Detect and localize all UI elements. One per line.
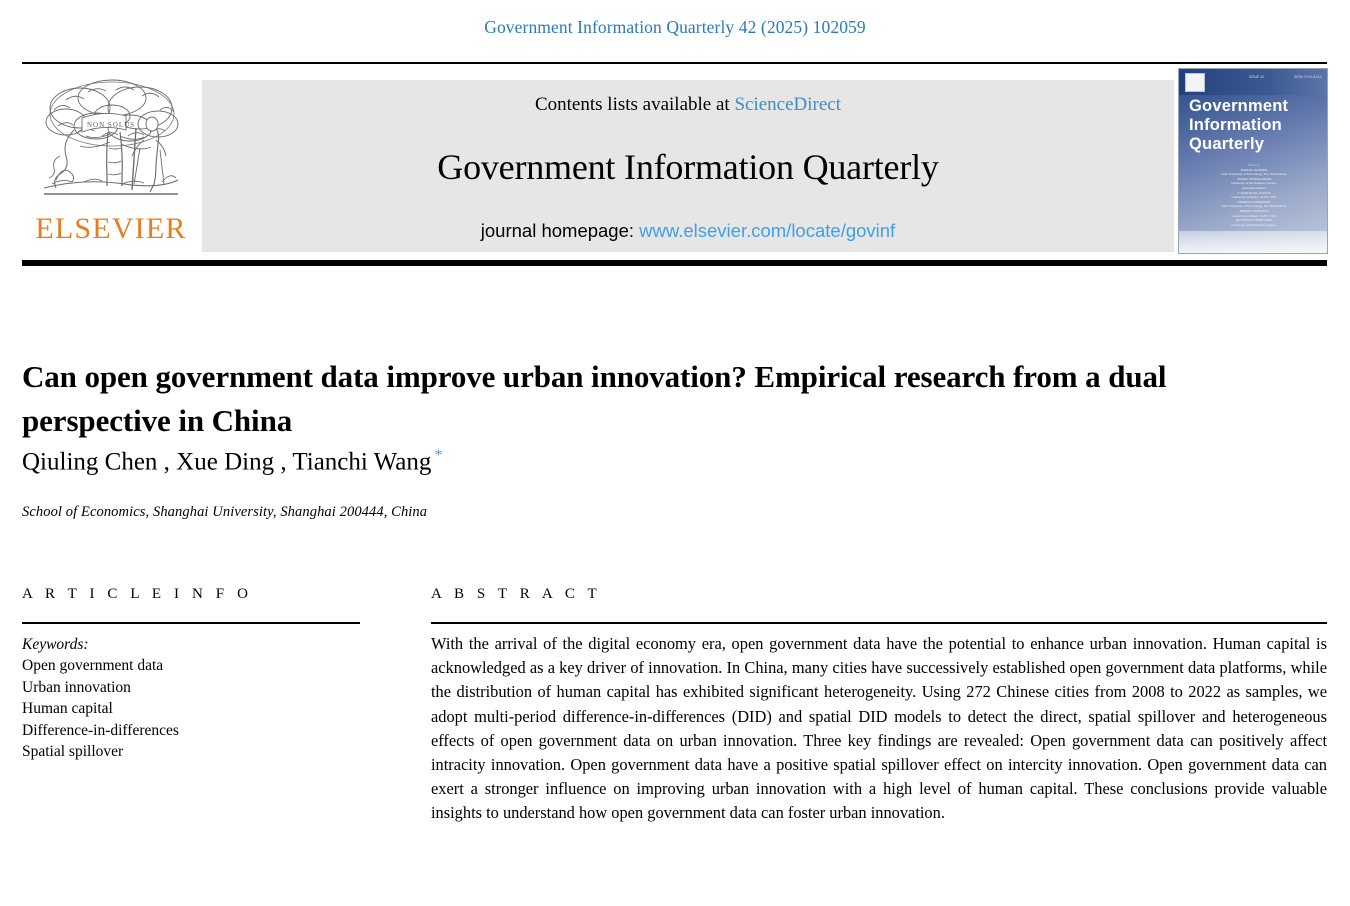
cover-editor-line: J. RAMON GIL-GARCIA bbox=[1237, 190, 1271, 195]
abstract-rule bbox=[431, 622, 1327, 624]
abstract-heading: A B S T R A C T bbox=[431, 586, 602, 602]
cover-editor-line: EFTHIMIOS TAMBOURIS bbox=[1236, 218, 1272, 223]
contents-lists-line: Contents lists available at ScienceDirec… bbox=[202, 94, 1174, 116]
cover-editor-line: Associate Editors bbox=[1242, 185, 1266, 190]
article-info-heading: A R T I C L E I N F O bbox=[22, 586, 253, 602]
cover-editor-line: University of Macedonia, Greece bbox=[1231, 222, 1277, 227]
author-affiliation: School of Economics, Shanghai University… bbox=[22, 504, 428, 520]
keyword-item: Human capital bbox=[22, 700, 113, 718]
contents-prefix: Contents lists available at bbox=[534, 94, 735, 115]
elsevier-tree-icon: NON SOLUS bbox=[43, 79, 179, 195]
keyword-item: Spatial spillover bbox=[22, 743, 124, 761]
cover-editors-heading: Editors bbox=[1248, 163, 1260, 167]
cover-editor-line: Delft University of Technology, The Neth… bbox=[1221, 172, 1287, 177]
keyword-item: Open government data bbox=[22, 657, 164, 675]
journal-title: Government Information Quarterly bbox=[437, 147, 939, 187]
cover-issn-label: ISSN 0740-624X bbox=[1293, 75, 1322, 79]
journal-banner: Contents lists available at ScienceDirec… bbox=[202, 80, 1174, 252]
cover-editor-line: MARIJN JANSSEN bbox=[1240, 167, 1268, 172]
journal-homepage-link[interactable]: www.elsevier.com/locate/govinf bbox=[639, 220, 896, 241]
masthead-bottom-rule bbox=[22, 260, 1327, 266]
homepage-prefix: journal homepage: bbox=[480, 220, 640, 241]
author-names: Qiuling Chen , Xue Ding , Tianchi Wang bbox=[22, 448, 432, 476]
cover-title-line-2: Information bbox=[1189, 116, 1282, 134]
cover-editor-line: University at Albany, SUNY, USA bbox=[1231, 213, 1277, 218]
keywords-block: Keywords: Open government data Urban inno… bbox=[22, 634, 362, 762]
cover-title-line-3: Quarterly bbox=[1189, 135, 1265, 153]
sciencedirect-link[interactable]: ScienceDirect bbox=[734, 94, 842, 115]
cover-editor-line: YANNIS CHARALABIDIS bbox=[1236, 176, 1272, 181]
running-head: Government Information Quarterly 42 (202… bbox=[484, 17, 866, 37]
cover-elsevier-badge-icon bbox=[1185, 73, 1205, 92]
author-list: Qiuling Chen , Xue Ding , Tianchi Wang * bbox=[22, 447, 1122, 476]
article-title: Can open government data improve urban i… bbox=[22, 358, 1167, 438]
elsevier-logo: NON SOLUS ELSEVIER bbox=[22, 68, 200, 254]
cover-editor-line: University of the Aegean, Greece bbox=[1231, 181, 1277, 186]
keyword-list: Open government data Urban innovation Huma… bbox=[22, 655, 362, 762]
article-info-rule bbox=[22, 622, 360, 624]
cover-bottom-band bbox=[1179, 231, 1327, 253]
corresponding-author-marker: * bbox=[434, 447, 443, 464]
keyword-item: Difference-in-differences bbox=[22, 721, 179, 739]
cover-title-line-1: Government bbox=[1189, 97, 1289, 115]
cover-editors-lines: MARIJN JANSSEN Delft University of Techno… bbox=[1179, 167, 1327, 228]
cover-editor-line: ANNEKE ZUIDERWIJK bbox=[1237, 199, 1271, 204]
journal-cover-thumbnail: ISSUE 42 ISSN 0740-624X Government Infor… bbox=[1178, 68, 1328, 254]
keywords-label: Keywords: bbox=[22, 636, 89, 653]
masthead-top-rule bbox=[22, 62, 1327, 64]
keyword-item: Urban innovation bbox=[22, 678, 131, 696]
journal-masthead: NON SOLUS ELSEVIER Contents lists availa… bbox=[22, 68, 1328, 254]
svg-text:NON SOLUS: NON SOLUS bbox=[87, 121, 135, 129]
cover-editor-line: Delft University of Technology, The Neth… bbox=[1221, 204, 1287, 209]
elsevier-wordmark: ELSEVIER bbox=[35, 212, 187, 245]
abstract-text: With the arrival of the digital economy … bbox=[431, 634, 1327, 823]
journal-homepage-line: journal homepage: www.elsevier.com/locat… bbox=[202, 220, 1174, 242]
cover-journal-title: Government Information Quarterly bbox=[1189, 97, 1323, 154]
cover-editor-line: TERESA HARRISON bbox=[1239, 208, 1269, 213]
cover-editor-list: Editors MARIJN JANSSEN Delft University o… bbox=[1179, 159, 1327, 231]
cover-editor-line: University at Albany, SUNY, USA bbox=[1231, 195, 1277, 200]
cover-volume-label: ISSUE 42 bbox=[1249, 75, 1264, 79]
